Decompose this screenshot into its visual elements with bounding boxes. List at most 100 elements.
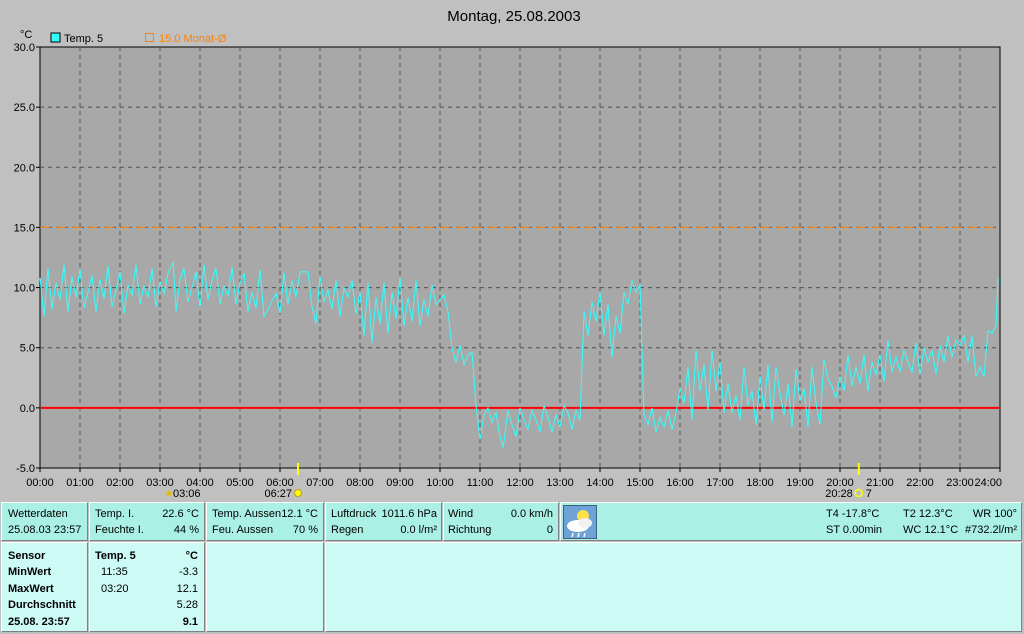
- max-value: 12.1: [176, 583, 198, 595]
- panel-indoor: Temp. I. 22.6 °C Feuchte I. 44 %: [89, 502, 205, 541]
- annotations: ★ 03:06 06:27 20:28 7: [164, 463, 872, 500]
- legend-label-monat: 15.0 Monat-Ø: [159, 33, 227, 45]
- chart-title: Montag, 25.08.2003: [447, 8, 580, 25]
- x-tick-label: 14:00: [586, 477, 614, 489]
- temp-aussen-label: Temp. Aussen: [212, 508, 282, 520]
- feuchte-i-value: 44 %: [173, 524, 199, 536]
- sensor-unit: °C: [185, 550, 198, 562]
- x-tick-label: 20:00: [826, 477, 854, 489]
- min-value: -3.3: [179, 566, 198, 578]
- x-tick-label: 03:00: [146, 477, 174, 489]
- sensor-name: Temp. 5: [95, 550, 136, 562]
- luftdruck-value: 1011.6 hPa: [381, 508, 437, 520]
- x-tick-label: 10:00: [426, 477, 454, 489]
- panel-stats-values: Temp. 5 °C 11:35 -3.3 03:20 12.1 5.28 9.…: [89, 542, 205, 632]
- max-marker-time: 03:06: [173, 488, 201, 500]
- panel-pressure: Luftdruck 1011.6 hPa Regen 0.0 l/m²: [325, 502, 442, 541]
- panel-wind: Wind 0.0 km/h Richtung 0: [443, 502, 559, 541]
- min-label: MinWert: [8, 566, 52, 578]
- temp-i-value: 22.6 °C: [162, 508, 199, 520]
- t2-value: T2 12.3°C: [903, 508, 953, 520]
- x-tick-label: 19:00: [786, 477, 814, 489]
- y-tick-label: 30.0: [14, 42, 35, 54]
- x-tick-label: 13:00: [546, 477, 574, 489]
- min-time: 11:35: [101, 566, 128, 578]
- sunrise-time: 06:27: [264, 488, 292, 500]
- x-tick-label: 17:00: [706, 477, 734, 489]
- panel-empty-2: [325, 542, 1022, 632]
- rain-total-value: #732.2l/m²: [965, 524, 1017, 536]
- temp-i-label: Temp. I.: [95, 508, 135, 520]
- feuchte-i-label: Feuchte I.: [95, 524, 144, 536]
- richtung-label: Richtung: [448, 524, 492, 536]
- legend-swatch-temp5: [50, 32, 61, 43]
- t4-value: T4 -17.8°C: [826, 508, 880, 520]
- series-line-temp5: [39, 260, 999, 448]
- x-tick-label: 21:00: [866, 477, 894, 489]
- max-label: MaxWert: [8, 583, 54, 595]
- x-axis-ticks: 00:00 01:00 02:00 03:00 04:00 05:00 06:00 07:00…: [26, 468, 1002, 489]
- sunset-time: 20:28: [825, 488, 853, 500]
- wetterdaten-label: Wetterdaten: [8, 508, 68, 520]
- wc-value: WC 12.1°C: [903, 524, 959, 536]
- y-tick-label: 25.0: [14, 102, 35, 114]
- y-tick-label: -5.0: [16, 463, 35, 475]
- x-tick-label: 09:00: [386, 477, 414, 489]
- panel-wetterdaten: Wetterdaten 25.08.03 23:57: [1, 502, 88, 541]
- x-tick-label: 22:00: [906, 477, 934, 489]
- y-tick-label: 15.0: [14, 222, 35, 234]
- moon-phase: 7: [866, 488, 872, 500]
- partly-cloudy-icon: [563, 505, 597, 539]
- regen-label: Regen: [331, 524, 364, 536]
- y-axis-ticks: 30.0 25.0 20.0 15.0 10.0 5.0 0.0 -5.0: [14, 42, 40, 475]
- x-tick-label: 12:00: [506, 477, 534, 489]
- luftdruck-label: Luftdruck: [331, 508, 377, 520]
- x-tick-label: 11:00: [467, 477, 494, 489]
- y-axis-unit: °C: [20, 29, 32, 41]
- max-time: 03:20: [101, 583, 129, 595]
- last-label: 25.08. 23:57: [8, 616, 70, 628]
- x-tick-label: 18:00: [746, 477, 774, 489]
- last-value: 9.1: [182, 616, 198, 628]
- panel-outdoor: Temp. Aussen 12.1 °C Feu. Aussen 70 %: [206, 502, 324, 541]
- regen-value: 0.0 l/m²: [400, 524, 437, 536]
- temperature-chart: Montag, 25.08.2003 °C Temp. 5 15.0 Monat…: [14, 8, 1002, 500]
- wetterdaten-timestamp: 25.08.03 23:57: [8, 524, 82, 536]
- x-tick-label: 04:00: [186, 477, 214, 489]
- sensor-label: Sensor: [8, 550, 46, 562]
- temp-aussen-value: 12.1 °C: [281, 508, 318, 520]
- max-marker-glyph: ★: [164, 488, 174, 500]
- feu-aussen-label: Feu. Aussen: [212, 524, 274, 536]
- legend-label-temp5: Temp. 5: [64, 33, 103, 45]
- y-tick-label: 10.0: [14, 283, 35, 295]
- x-tick-label: 08:00: [346, 477, 374, 489]
- st-value: ST 0.00min: [826, 524, 883, 536]
- x-tick-label: 02:00: [106, 477, 134, 489]
- y-tick-label: 0.0: [20, 403, 35, 415]
- avg-value: 5.28: [176, 599, 198, 611]
- wind-label: Wind: [448, 508, 474, 520]
- panel-extra: T4 -17.8°C T2 12.3°C WR 100° ST 0.00min …: [560, 502, 1022, 541]
- y-tick-label: 20.0: [14, 162, 35, 174]
- moon-icon: [854, 488, 864, 498]
- sun-icon: [294, 489, 302, 497]
- x-tick-label: 07:00: [306, 477, 334, 489]
- feu-aussen-value: 70 %: [292, 524, 318, 536]
- x-tick-label: 00:00: [26, 477, 54, 489]
- wind-value: 0.0 km/h: [510, 508, 553, 520]
- panel-empty-1: [206, 542, 324, 632]
- x-tick-label: 06:00: [266, 477, 294, 489]
- avg-label: Durchschnitt: [8, 599, 76, 611]
- x-tick-label: 05:00: [226, 477, 254, 489]
- x-tick-label: 16:00: [666, 477, 694, 489]
- panel-stats-labels: Sensor MinWert MaxWert Durchschnitt 25.0…: [1, 542, 88, 632]
- x-tick-label: 23:00: [946, 477, 974, 489]
- legend-swatch-monat: [145, 33, 154, 42]
- x-tick-label: 01:00: [66, 477, 94, 489]
- richtung-value: 0: [546, 524, 553, 536]
- x-tick-label: 24:00: [974, 477, 1002, 489]
- x-tick-label: 15:00: [626, 477, 654, 489]
- y-tick-label: 5.0: [20, 343, 35, 355]
- legend: Temp. 5 15.0 Monat-Ø: [50, 32, 227, 45]
- wr-value: WR 100°: [972, 508, 1017, 520]
